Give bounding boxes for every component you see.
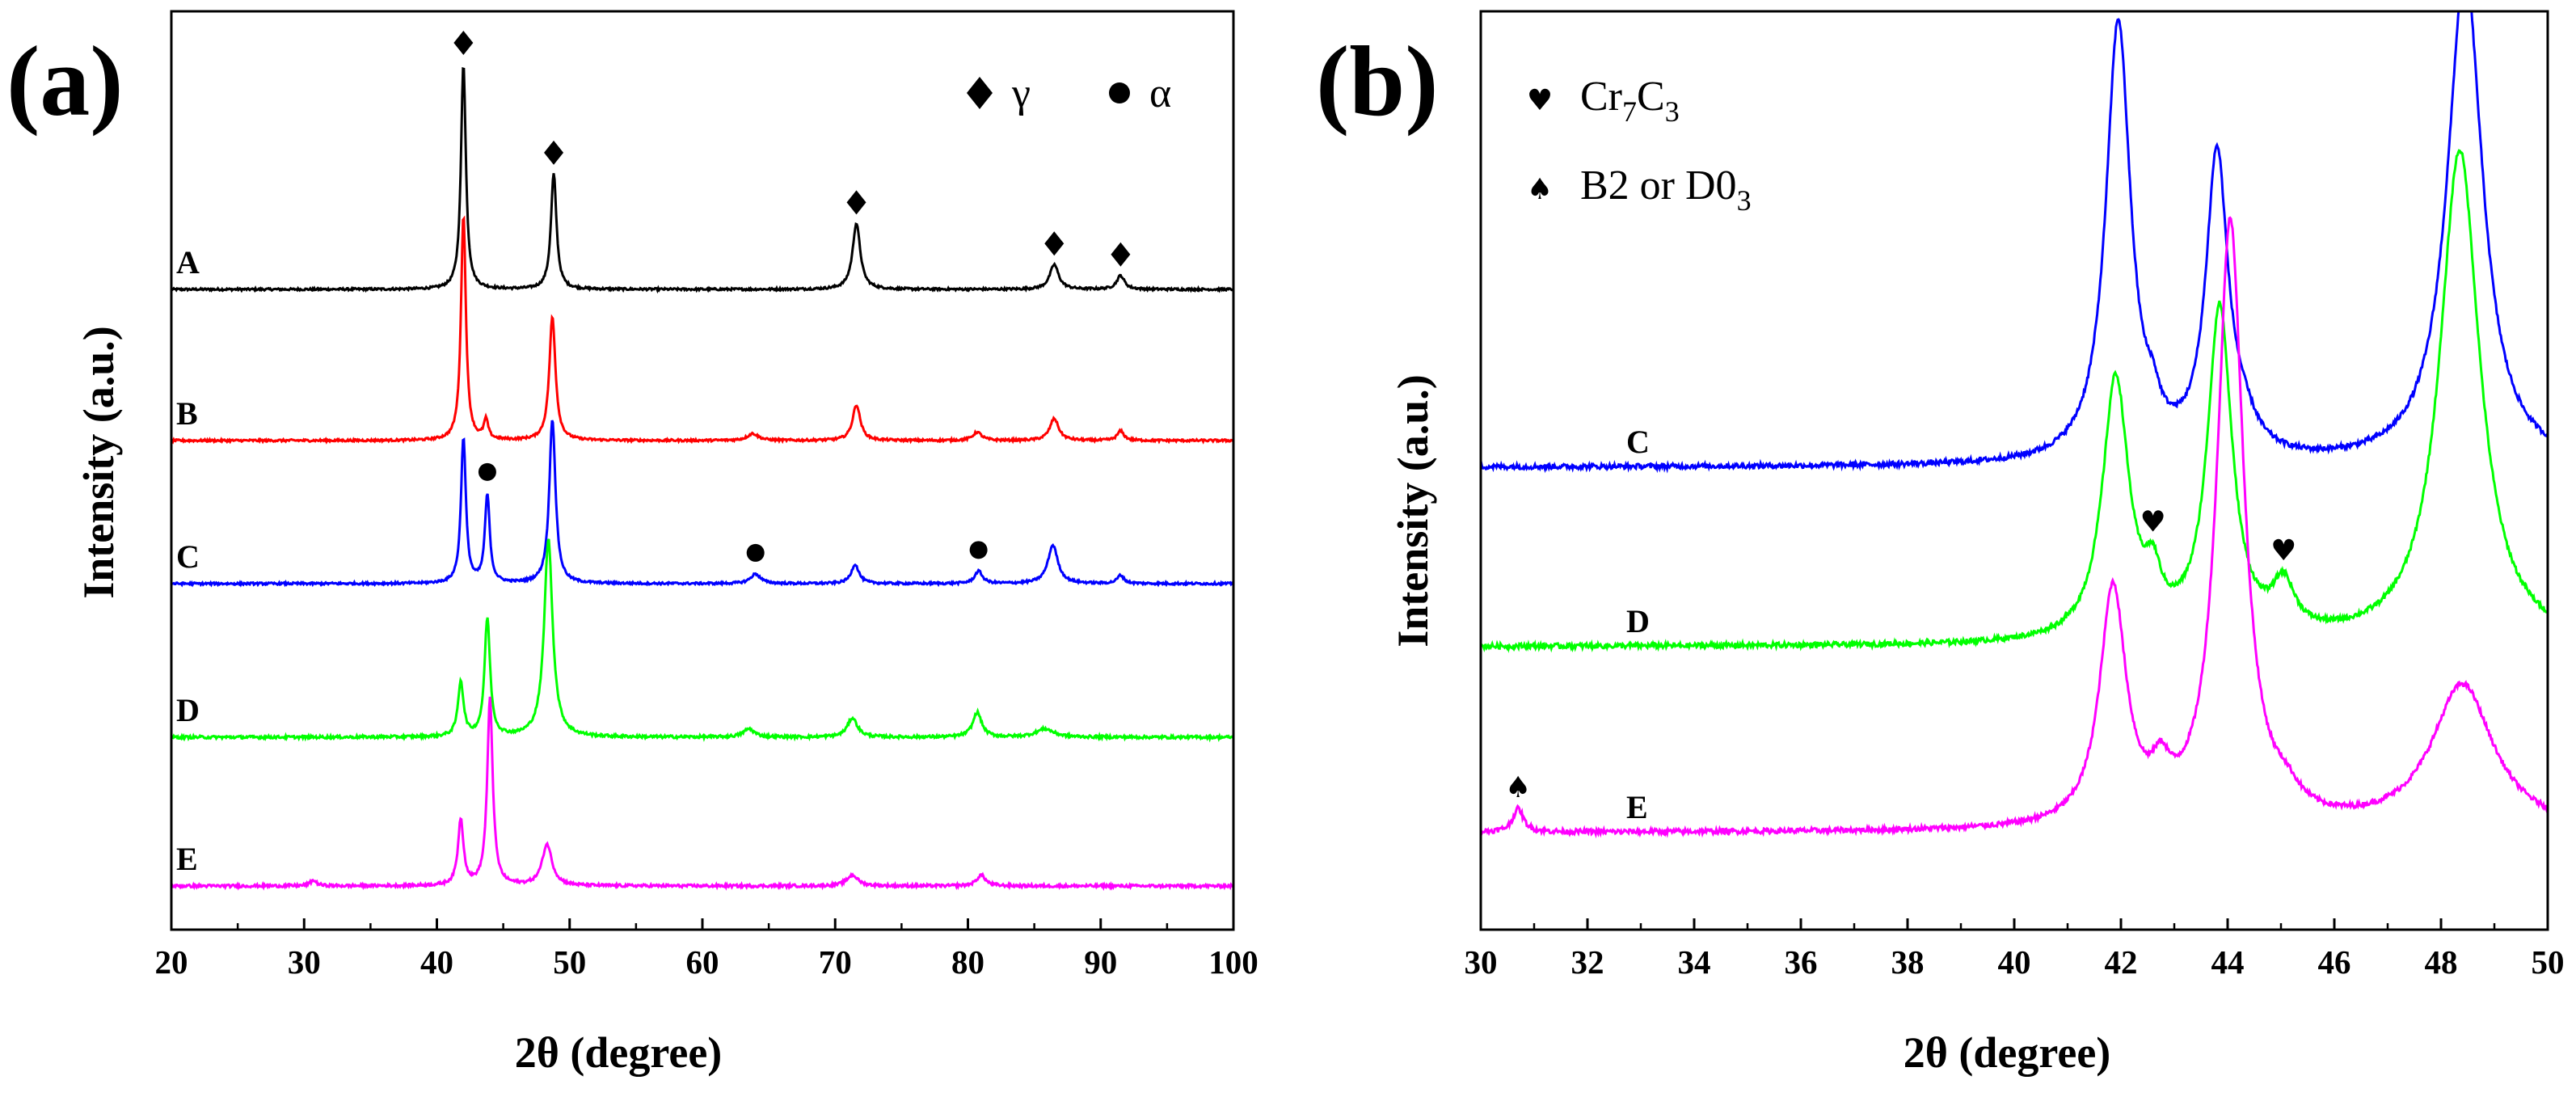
x-tick-label: 50 [2532,943,2565,981]
panel-b-peak-markers: ♥ ♥ ♠ [1505,506,2296,805]
panel-a-ylabel: Intensity (a.u.) [74,326,123,599]
panel-b-curves [1481,11,2548,839]
gamma-diamond-icon [1044,231,1065,256]
panel-a-curve-labels: A B C D E [176,244,200,877]
x-tick-label: 44 [2211,943,2245,981]
series-C-label: C [1626,424,1650,460]
x-tick-label: 40 [1998,943,2031,981]
x-tick-label: 90 [1084,943,1117,981]
panel-b-frame [1479,10,2549,931]
x-tick-label: 70 [819,943,852,981]
heart-icon: ♥ [2270,534,2296,567]
x-tick-label: 100 [1208,943,1258,981]
series-E-label: E [176,841,198,877]
panel-a-peak-markers [453,30,1131,562]
series-A-label: A [176,244,200,281]
legend-spade-icon: ♠ [1527,173,1553,206]
panel-a-legend: γ α [967,70,1171,116]
series-E-line [171,696,1233,892]
panel-b-letter: (b) [1316,26,1439,137]
legend-heart-icon: ♥ [1527,84,1553,117]
alpha-circle-icon [746,543,765,562]
panel-b-curve-labels: C D E [1626,424,1650,825]
gamma-diamond-icon [846,190,866,215]
alpha-circle-icon [969,541,988,559]
alpha-circle-icon [478,462,496,481]
panel-a-curves [171,67,1233,892]
legend-gamma-label: γ [1011,70,1031,116]
x-tick-label: 80 [951,943,984,981]
panel-b-xlabel: 2θ (degree) [1904,1028,2111,1077]
panel-b-legend: ♥ Cr7C3 ♠ B2 or D03 [1527,74,1752,217]
series-C-label: C [176,538,200,575]
x-tick-label: 60 [686,943,719,981]
panel-a: (a) Intensity (a.u.) 2θ (degree) A B C D E 2… [6,10,1258,1077]
series-B-label: B [176,395,198,432]
panel-b: (b) Intensity (a.u.) 2θ (degree) ♥ ♥ ♠ C D E… [1316,10,2565,1077]
x-tick-label: 32 [1571,943,1604,981]
x-tick-label: 40 [420,943,453,981]
x-tick-label: 38 [1891,943,1925,981]
series-E-line [1481,216,2548,839]
x-tick-label: 46 [2318,943,2351,981]
series-D-line [171,538,1233,743]
panel-b-x-ticks: 30 32 34 36 38 40 42 44 46 48 50 [1465,918,2565,981]
panel-a-frame [170,10,1235,931]
panel-a-letter: (a) [6,26,124,137]
series-D-label: D [176,692,200,728]
panel-b-ylabel: Intensity (a.u.) [1389,374,1437,648]
series-A-line [171,67,1233,294]
gamma-diamond-icon [453,30,474,55]
legend-gamma-diamond-icon [967,77,993,109]
series-C-line [1481,11,2548,474]
series-E-label: E [1626,789,1648,825]
x-tick-label: 30 [1465,943,1498,981]
legend-alpha-label: α [1149,70,1171,116]
x-tick-label: 36 [1785,943,1818,981]
panel-a-xlabel: 2θ (degree) [515,1028,723,1077]
series-C-line [171,420,1233,588]
legend-b2-d03-label: B2 or D03 [1580,162,1752,217]
legend-alpha-circle-icon [1109,82,1130,103]
x-tick-label: 30 [288,943,321,981]
series-D-line [1481,149,2548,653]
x-tick-label: 34 [1678,943,1711,981]
gamma-diamond-icon [544,140,564,165]
x-tick-label: 42 [2105,943,2138,981]
x-tick-label: 50 [553,943,586,981]
legend-cr7c3-label: Cr7C3 [1580,74,1680,128]
panel-a-x-ticks: 20 30 40 50 60 70 80 90 100 [155,918,1258,981]
series-D-label: D [1626,603,1650,639]
x-tick-label: 48 [2425,943,2458,981]
spade-icon: ♠ [1505,771,1531,804]
gamma-diamond-icon [1111,242,1131,267]
series-B-line [171,215,1233,445]
heart-icon: ♥ [2140,506,2165,539]
x-tick-label: 20 [155,943,188,981]
